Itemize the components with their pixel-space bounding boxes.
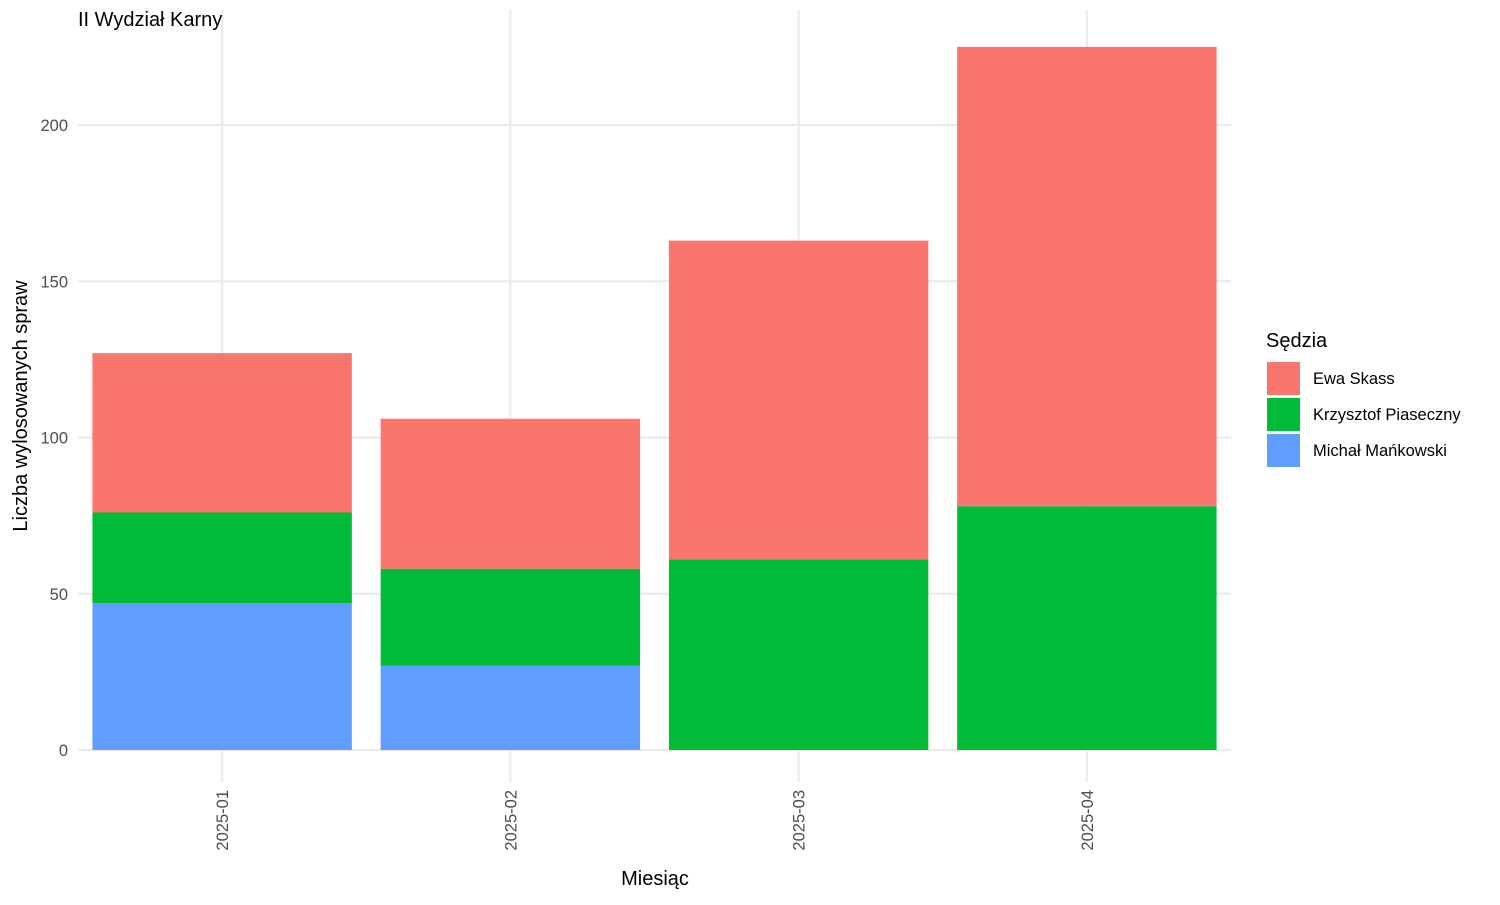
bar-2025-03-krzysztof-piaseczny: [668, 559, 929, 750]
legend-label-krzysztof-piaseczny: Krzysztof Piaseczny: [1313, 406, 1461, 424]
y-tick-label-50: 50: [50, 586, 68, 604]
legend-label-ewa-skass: Ewa Skass: [1313, 370, 1395, 388]
legend-swatch-ewa-skass: [1267, 362, 1300, 395]
x-axis-title: Miesiąc: [621, 868, 689, 890]
legend-items: Ewa Skass Krzysztof Piaseczny Michał Mańko…: [1267, 362, 1461, 467]
bar-2025-04-krzysztof-piaseczny: [957, 506, 1217, 750]
bar-2025-02-michal-mankowski: [380, 665, 641, 750]
y-tick-label-150: 150: [40, 273, 68, 291]
x-tick-label-2025-04: 2025-04: [1079, 790, 1097, 851]
chart-title: II Wydział Karny: [78, 9, 222, 31]
bar-2025-01-krzysztof-piaseczny: [92, 512, 352, 604]
legend-title: Sędzia: [1266, 330, 1328, 352]
bar-2025-03-ewa-skass: [668, 240, 929, 560]
y-tick-label-0: 0: [59, 742, 68, 760]
legend: Sędzia Ewa Skass Krzysztof Piaseczny Micha…: [1266, 330, 1461, 467]
x-axis-ticks: 2025-01 2025-02 2025-03 2025-04: [214, 790, 1097, 851]
x-tick-label-2025-02: 2025-02: [502, 790, 520, 851]
bars: [92, 46, 1217, 750]
legend-swatch-michal-mankowski: [1267, 434, 1300, 467]
legend-item-ewa-skass: Ewa Skass: [1267, 362, 1395, 395]
x-tick-label-2025-03: 2025-03: [791, 790, 809, 851]
legend-swatch-krzysztof-piaseczny: [1267, 398, 1300, 431]
y-tick-label-100: 100: [40, 430, 68, 448]
y-axis-title: Liczba wylosowanych spraw: [10, 280, 32, 532]
bar-2025-01-ewa-skass: [92, 353, 352, 513]
bar-2025-04-ewa-skass: [957, 46, 1217, 507]
bar-2025-02-ewa-skass: [380, 418, 641, 569]
legend-label-michal-mankowski: Michał Mańkowski: [1313, 442, 1447, 460]
legend-item-michal-mankowski: Michał Mańkowski: [1267, 434, 1447, 467]
bar-2025-02-krzysztof-piaseczny: [380, 568, 641, 666]
bar-2025-01-michal-mankowski: [92, 603, 352, 750]
x-tick-label-2025-01: 2025-01: [214, 790, 232, 851]
y-axis-ticks: 0 50 100 150 200: [40, 117, 68, 760]
y-tick-label-200: 200: [40, 117, 68, 135]
legend-item-krzysztof-piaseczny: Krzysztof Piaseczny: [1267, 398, 1461, 431]
